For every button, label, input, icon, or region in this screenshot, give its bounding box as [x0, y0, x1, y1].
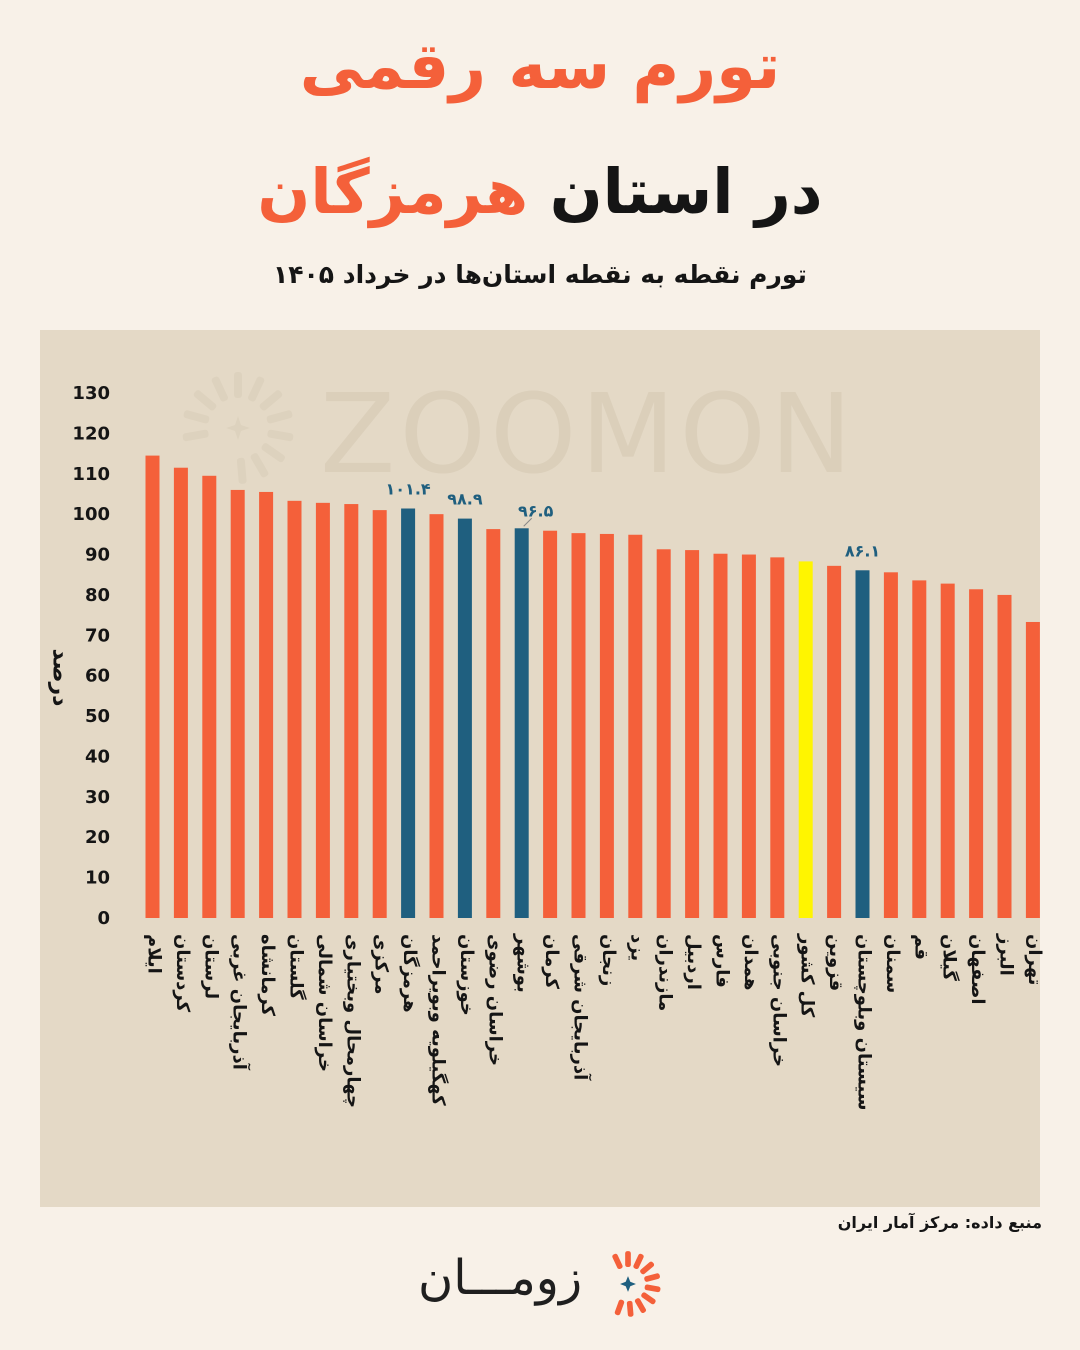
- x-category-label: اصفهان: [967, 934, 988, 1005]
- x-category-label: لرستان: [200, 934, 221, 999]
- x-category-label: آذربایجان شرقی: [570, 934, 593, 1081]
- bar: [599, 533, 614, 918]
- data-label: ۹۸.۹: [447, 490, 483, 509]
- x-category-label: کرمان: [541, 934, 562, 989]
- bar: [770, 557, 785, 918]
- bar: [401, 508, 416, 918]
- main-title: تورم سه رقمی: [299, 30, 781, 104]
- y-tick-label: 30: [85, 787, 110, 808]
- x-category-label: قم: [910, 934, 931, 960]
- brand-logo-text: زومـــان: [418, 1250, 583, 1306]
- x-category-label: یزد: [626, 934, 647, 961]
- x-category-label: البرز: [996, 933, 1017, 976]
- x-category-label: زنجان: [598, 934, 619, 986]
- bar: [969, 589, 984, 918]
- data-label: ۹۶.۵: [518, 501, 554, 520]
- bar: [883, 572, 898, 918]
- x-category-label: مازندران: [655, 934, 676, 1011]
- y-tick-label: 40: [85, 746, 110, 767]
- data-source: منبع داده: مرکز آمار ایران: [837, 1213, 1042, 1232]
- watermark-logo-icon: [182, 372, 294, 484]
- x-category-label: اردبیل: [683, 934, 704, 990]
- watermark-text: ZOOMON: [320, 370, 857, 498]
- x-category-label: سیستان وبلوچستان: [854, 934, 875, 1110]
- x-category-label: گلستان: [286, 934, 308, 1000]
- y-tick-label: 120: [72, 423, 110, 444]
- bar: [855, 570, 870, 918]
- bar: [997, 594, 1012, 918]
- y-tick-label: 130: [72, 383, 110, 404]
- bar: [741, 554, 756, 918]
- x-category-label: گیلان: [939, 934, 961, 981]
- bar: [543, 530, 558, 918]
- bar: [1025, 621, 1040, 918]
- bar: [940, 583, 955, 918]
- title-highlight-province: هرمزگان: [257, 155, 529, 228]
- bar: [372, 510, 387, 918]
- x-category-label: قزوین: [825, 934, 846, 991]
- bar: [429, 514, 444, 918]
- x-category-label: چهارمحال وبختیاری: [342, 934, 363, 1108]
- bar: [173, 467, 188, 918]
- y-tick-label: 20: [85, 827, 110, 848]
- x-category-label: آذربایجان غربی: [229, 934, 252, 1071]
- title-prefix: در استان: [549, 155, 823, 228]
- brand-sun-icon: [612, 1251, 661, 1317]
- x-category-label: کهگیلویه وبویراحمد: [428, 934, 450, 1106]
- x-category-label: فارس: [712, 934, 733, 988]
- data-label-leader: [523, 517, 533, 527]
- bar: [230, 489, 245, 918]
- bar: [713, 553, 728, 918]
- y-tick-label: 80: [85, 585, 110, 606]
- x-category-label: خراسان رضوی: [484, 934, 505, 1066]
- bar: [798, 561, 813, 918]
- bar: [514, 528, 529, 918]
- y-tick-label: 90: [85, 545, 110, 566]
- data-label: ۸۶.۱: [845, 541, 880, 560]
- bar: [145, 455, 160, 918]
- bar: [259, 491, 274, 918]
- bar: [287, 500, 302, 918]
- data-label: ۱۰۱.۴: [386, 480, 431, 499]
- chart-subtitle: تورم نقطه به نقطه استان‌ها در خرداد ۱۴۰۵: [273, 260, 807, 289]
- x-category-label: تهران: [1024, 934, 1045, 985]
- bar: [457, 518, 472, 918]
- x-category-label: هرمزگان: [399, 934, 421, 1013]
- bar: [628, 534, 643, 918]
- x-category-label: کردستان: [172, 934, 193, 1013]
- x-category-label: خراسان جنوبی: [768, 934, 789, 1067]
- x-category-label: خراسان شمالی: [314, 934, 335, 1072]
- bar: [656, 549, 671, 918]
- y-tick-label: 110: [72, 464, 110, 485]
- y-tick-label: 10: [85, 868, 110, 889]
- bar: [202, 475, 217, 918]
- y-tick-label: 100: [72, 504, 110, 525]
- x-category-label: همدان: [740, 934, 761, 990]
- bar: [685, 550, 700, 918]
- y-tick-label: 0: [97, 908, 110, 929]
- y-tick-label: 60: [85, 666, 110, 687]
- bar: [912, 580, 927, 918]
- x-category-label: بوشهر: [513, 933, 534, 993]
- y-tick-label: 70: [85, 625, 110, 646]
- bar: [344, 504, 359, 918]
- x-category-label: سمنان: [882, 934, 903, 993]
- bar: [827, 565, 842, 918]
- sub-title: در استان هرمزگان: [0, 155, 1080, 228]
- bar: [486, 529, 501, 918]
- bar: [315, 502, 330, 918]
- x-category-label: مرکزی: [371, 934, 392, 995]
- x-category-label: کل کشور: [797, 933, 818, 1018]
- x-category-label: کرمانشاه: [257, 934, 278, 1017]
- x-category-label: خوزستان: [456, 934, 477, 1016]
- y-axis-title: درصد: [47, 648, 73, 707]
- x-category-label: ایلام: [144, 934, 165, 974]
- y-tick-label: 50: [85, 706, 110, 727]
- bar: [571, 533, 586, 918]
